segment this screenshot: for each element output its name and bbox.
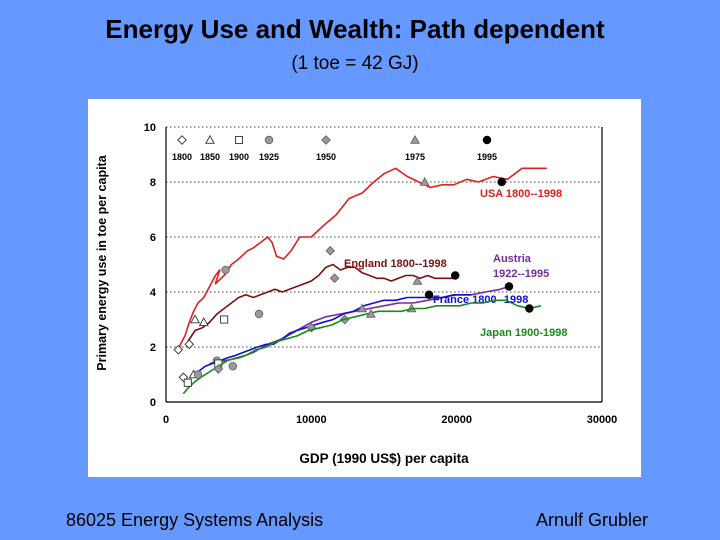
tick-layer: 0 2 4 6 8 10 0 10000 20000 30000	[144, 122, 618, 426]
series-marker-england-0	[184, 339, 195, 350]
legend-marker-1950	[321, 135, 331, 145]
series-label-france: France 1800--1998	[433, 294, 528, 306]
chart-panel: 0 2 4 6 8 10 0 10000 20000 30000 1800 1850 1900 1925…	[88, 99, 641, 477]
legend-marker-1995	[482, 135, 492, 145]
footer-author: Arnulf Grubler	[535, 510, 648, 530]
series-line-japan	[182, 299, 542, 395]
year-legend: 1800 1850 1900 1925 1950 1975 1995	[172, 134, 497, 162]
series-marker-england-2	[220, 315, 229, 324]
legend-year-1995: 1995	[477, 152, 497, 162]
legend-marker-1975	[410, 134, 420, 144]
series-marker-usa-1	[190, 314, 201, 324]
series-label-england: England 1800--1998	[344, 258, 447, 270]
series-marker-france-6	[424, 290, 434, 299]
series-label-usa: USA 1800--1998	[480, 188, 562, 200]
series-marker-japan-3	[365, 308, 376, 318]
series-marker-england-6	[450, 271, 460, 280]
series-marker-japan-1	[193, 370, 203, 379]
legend-year-1850: 1850	[200, 152, 220, 162]
footer-course: 86025 Energy Systems Analysis	[66, 510, 324, 530]
series-marker-usa-0	[173, 344, 184, 355]
series-label-austria-period: 1922--1995	[493, 268, 549, 280]
y-tick-label-10: 10	[144, 122, 156, 134]
legend-marker-1850	[205, 134, 215, 144]
series-marker-japan-2	[213, 364, 224, 374]
legend-year-1950: 1950	[316, 152, 336, 162]
series-marker-england-5	[412, 275, 423, 285]
slide-subtitle: (1 toe = 42 GJ)	[291, 53, 419, 74]
series-marker-france-3	[228, 362, 238, 371]
y-tick-label-4: 4	[150, 287, 157, 299]
legend-marker-1925	[264, 135, 274, 145]
slide-title: Energy Use and Wealth: Path dependent	[105, 14, 605, 44]
series-marker-japan-0	[183, 378, 192, 387]
y-axis-label: Primary energy use in toe per capita	[95, 154, 109, 370]
series-marker-france-5	[357, 303, 368, 313]
legend-year-1925: 1925	[259, 152, 279, 162]
y-tick-label-2: 2	[150, 342, 156, 354]
series-marker-usa-4	[419, 176, 430, 186]
y-tick-label-0: 0	[150, 397, 156, 409]
legend-marker-1900	[234, 135, 244, 145]
legend-year-1975: 1975	[405, 152, 425, 162]
x-tick-label-20000: 20000	[441, 414, 472, 426]
x-tick-label-30000: 30000	[587, 414, 618, 426]
series-label-austria: Austria	[493, 253, 532, 265]
legend-marker-1800	[177, 135, 187, 145]
series-marker-japan-4	[525, 304, 534, 313]
grid-layer	[166, 126, 602, 348]
series-marker-usa-5	[497, 177, 506, 187]
series-marker-usa-3	[325, 245, 336, 256]
energy-gdp-chart: 0 2 4 6 8 10 0 10000 20000 30000 1800 1850 1900 1925…	[95, 122, 618, 466]
series-marker-austria-3	[504, 282, 514, 291]
series-marker-usa-2	[221, 265, 230, 275]
series-line-england	[187, 263, 457, 342]
series-label-japan: Japan 1900-1998	[480, 327, 567, 339]
x-tick-label-0: 0	[163, 414, 169, 426]
series-marker-england-4	[329, 273, 340, 284]
y-tick-label-8: 8	[150, 177, 156, 189]
x-axis-label: GDP (1990 US$) per capita	[299, 451, 469, 466]
series-marker-england-1	[198, 317, 209, 327]
series-line-usa	[176, 167, 547, 353]
series-marker-england-3	[254, 309, 264, 319]
legend-year-1800: 1800	[172, 152, 192, 162]
y-tick-label-6: 6	[150, 232, 156, 244]
legend-year-1900: 1900	[229, 152, 249, 162]
x-tick-label-10000: 10000	[296, 414, 327, 426]
series-layer: USA 1800--1998 England 1800--1998 Austria 1…	[173, 167, 567, 395]
